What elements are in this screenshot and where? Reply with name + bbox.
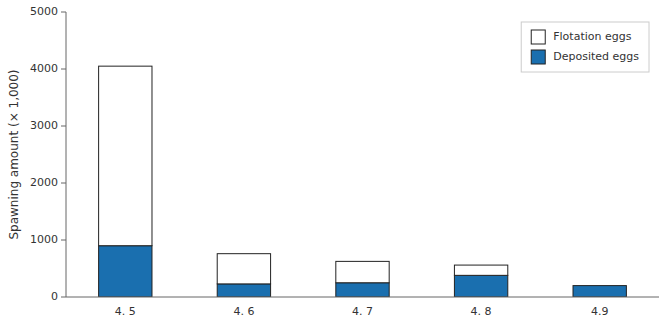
x-tick-label: 4.9 bbox=[591, 305, 609, 318]
x-tick-label: 4. 8 bbox=[471, 305, 492, 318]
bar-segment bbox=[99, 246, 152, 297]
bar-segment bbox=[336, 283, 389, 297]
y-tick bbox=[61, 240, 66, 241]
y-tick bbox=[61, 297, 66, 298]
y-axis-label: Spawning amount (× 1,000) bbox=[7, 69, 21, 239]
y-tick-label: 0 bbox=[51, 290, 58, 303]
bar-segment bbox=[573, 286, 626, 297]
bar-segment bbox=[454, 265, 507, 275]
bar-segment bbox=[573, 285, 626, 286]
y-tick-label: 5000 bbox=[30, 5, 58, 18]
legend-frame bbox=[521, 22, 649, 72]
bars bbox=[99, 66, 627, 297]
y-tick bbox=[61, 126, 66, 127]
bar-segment bbox=[217, 284, 270, 297]
bar-segment bbox=[99, 66, 152, 246]
x-axis-line bbox=[66, 297, 659, 298]
y-tick bbox=[61, 183, 66, 184]
y-tick bbox=[61, 69, 66, 70]
y-axis: 0 1000 2000 3000 4000 5000 bbox=[30, 5, 66, 303]
legend-swatch bbox=[531, 30, 545, 44]
y-tick-label: 2000 bbox=[30, 176, 58, 189]
bar-segment bbox=[217, 254, 270, 284]
y-axis-line bbox=[66, 12, 67, 297]
x-axis: 4. 5 4. 6 4. 7 4. 8 4.9 bbox=[115, 305, 609, 318]
bar-segment bbox=[336, 261, 389, 282]
legend-label: Flotation eggs bbox=[553, 30, 631, 43]
y-tick-label: 1000 bbox=[30, 233, 58, 246]
x-tick-label: 4. 5 bbox=[115, 305, 136, 318]
legend-swatch bbox=[531, 50, 545, 64]
legend: Flotation eggs Deposited eggs bbox=[521, 22, 649, 72]
x-tick-label: 4. 6 bbox=[233, 305, 254, 318]
y-tick-label: 4000 bbox=[30, 62, 58, 75]
y-tick bbox=[61, 12, 66, 13]
x-tick-label: 4. 7 bbox=[352, 305, 373, 318]
legend-label: Deposited eggs bbox=[553, 50, 639, 63]
bar-segment bbox=[454, 275, 507, 297]
chart: 0 1000 2000 3000 4000 5000 Spawning amount (× … bbox=[0, 0, 671, 327]
y-tick-label: 3000 bbox=[30, 119, 58, 132]
